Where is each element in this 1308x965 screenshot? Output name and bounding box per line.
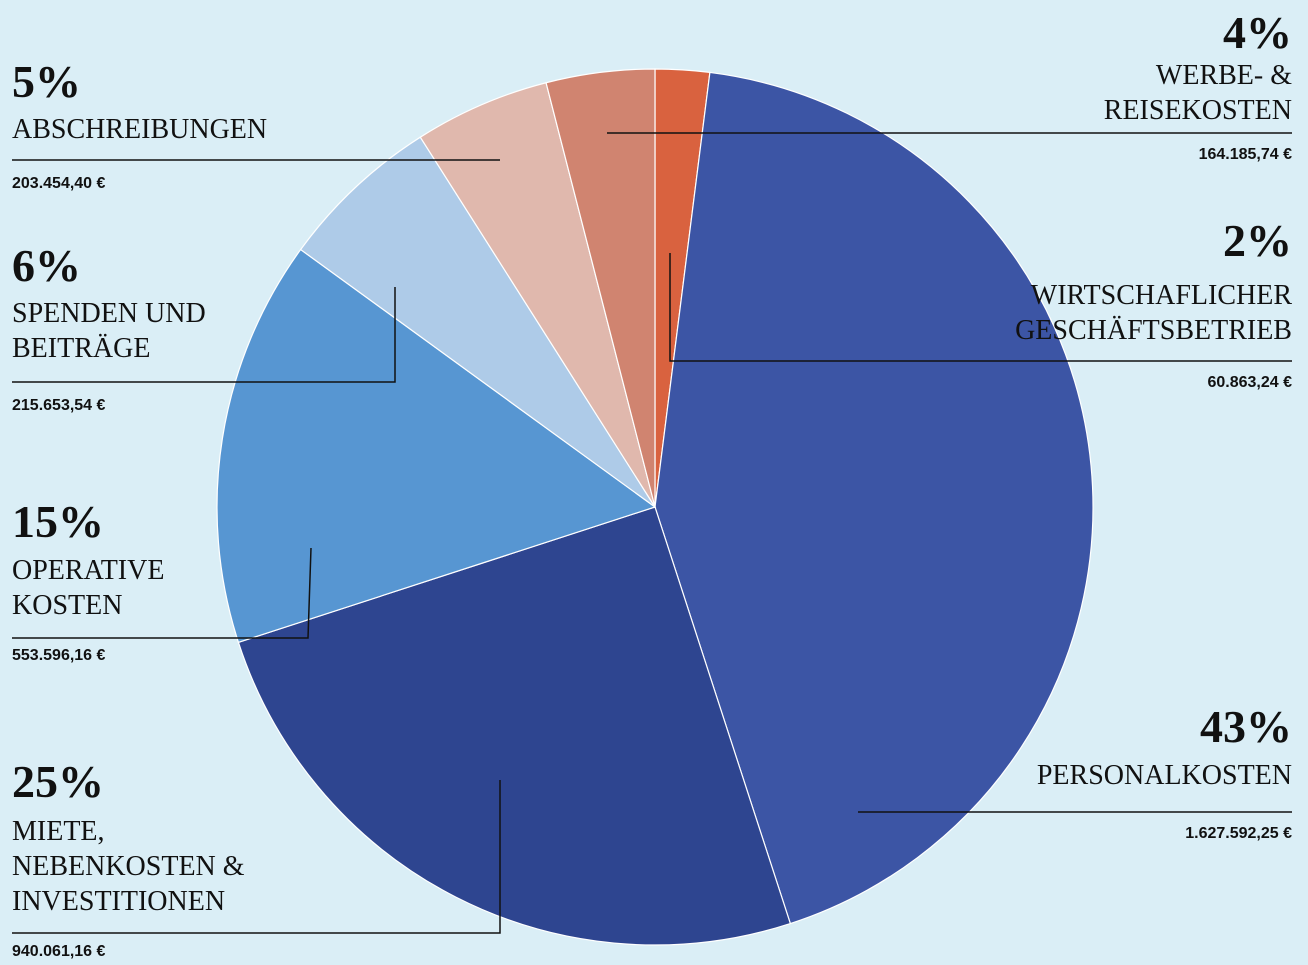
percent-label: 4% — [1223, 7, 1292, 58]
pie-slice — [216, 248, 657, 644]
pie-slice — [545, 68, 656, 508]
pie-slice — [299, 136, 656, 508]
leader-line — [12, 547, 312, 639]
category-label: SPENDEN UND BEITRÄGE — [12, 298, 206, 364]
category-label: MIETE, NEBENKOSTEN & INVESTITIONEN — [12, 816, 245, 917]
percent-label: 6% — [12, 240, 81, 291]
category-label: ABSCHREIBUNGEN — [12, 114, 268, 145]
pie-slice — [237, 506, 792, 946]
amount-label: 203.454,40 € — [12, 175, 106, 192]
category-label: PERSONALKOSTEN — [1036, 760, 1292, 791]
category-label: WIRTSCHAFLICHER GESCHÄFTSBETRIEB — [1015, 280, 1292, 346]
leader-line — [669, 253, 1292, 362]
category-label: WERBE- & REISEKOSTEN — [1103, 60, 1292, 126]
category-label: OPERATIVE KOSTEN — [12, 555, 165, 621]
percent-label: 15% — [12, 496, 104, 547]
amount-label: 215.653,54 € — [12, 397, 106, 414]
pie-slice — [654, 71, 1094, 925]
amount-label: 1.627.592,25 € — [1185, 825, 1292, 842]
percent-label: 2% — [1223, 215, 1292, 266]
amount-label: 940.061,16 € — [12, 943, 106, 960]
percent-label: 43% — [1200, 701, 1292, 752]
amount-label: 553.596,16 € — [12, 647, 106, 664]
amount-label: 60.863,24 € — [1207, 374, 1292, 391]
leader-line — [12, 780, 501, 934]
percent-label: 25% — [12, 756, 104, 807]
amount-label: 164.185,74 € — [1198, 146, 1292, 163]
percent-label: 5% — [12, 56, 81, 107]
leader-line — [12, 287, 396, 383]
